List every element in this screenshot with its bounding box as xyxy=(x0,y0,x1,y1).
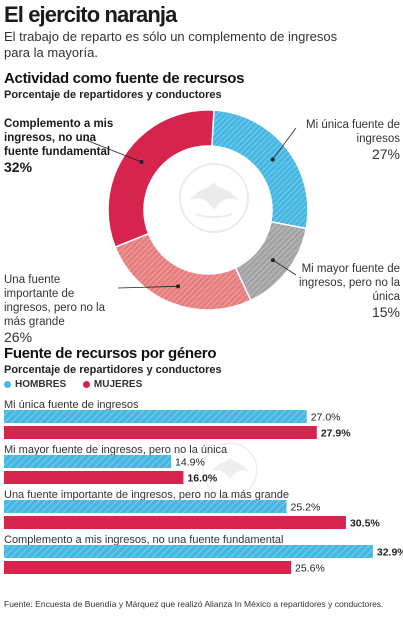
source-note: Fuente: Encuesta de Buendía y Márquez qu… xyxy=(4,599,384,609)
bar-value-label-hombres-2: 25.2% xyxy=(291,502,321,514)
subheadline: El trabajo de reparto es sólo un complem… xyxy=(4,29,338,60)
bar-value-label-mujeres-3: 25.6% xyxy=(295,563,325,575)
label-complemento: Complemento a mis ingresos, no una fuent… xyxy=(4,118,114,175)
leader-dot-2 xyxy=(176,284,181,289)
bars-title: Fuente de recursos por género xyxy=(4,345,217,362)
bar-chart: Mi única fuente de ingresos 27.0% 27.9% Mi … xyxy=(4,399,403,575)
label-mayor: Mi mayor fuente de ingresos, pero no la … xyxy=(298,263,400,320)
bar-value-label-hombres-3: 32.9% xyxy=(377,547,403,559)
bar-hatch-2 xyxy=(4,500,287,513)
bar-mujeres-3 xyxy=(4,561,292,574)
bar-value-label-mujeres-1: 16.0% xyxy=(187,473,217,485)
leader-dot-3 xyxy=(139,159,144,164)
bar-value-label-hombres-1: 14.9% xyxy=(175,457,205,469)
category-label-1: Mi mayor fuente de ingresos, pero no la … xyxy=(4,444,228,456)
bar-value-label-hombres-0: 27.0% xyxy=(311,412,341,424)
donut-slice-3 xyxy=(107,110,215,249)
bar-hatch-3 xyxy=(4,545,373,558)
label-unica: Mi única fuente de ingresos 27% xyxy=(306,119,400,162)
bar-mujeres-1 xyxy=(4,471,184,484)
watermark-seal-icon xyxy=(179,163,249,233)
leader-line-1 xyxy=(272,259,297,276)
leader-line-0 xyxy=(272,127,297,160)
donut-slice-hatch-0 xyxy=(211,110,308,229)
legend-item-hombres: HOMBRES xyxy=(4,379,66,390)
leader-line-3 xyxy=(85,139,142,163)
donut-chart xyxy=(85,110,309,311)
donut-slice-hatch-1 xyxy=(235,221,307,301)
leader-dot-1 xyxy=(270,258,275,263)
watermark-seal-icon-2 xyxy=(202,442,258,498)
legend-dot-red xyxy=(82,381,90,388)
bar-value-label-mujeres-2: 30.5% xyxy=(350,518,380,530)
bars-subtitle: Porcentaje de repartidores y conductores xyxy=(4,364,222,376)
legend-dot-blue xyxy=(4,381,11,388)
donut-title: Actividad como fuente de recursos xyxy=(4,70,245,87)
category-label-3: Complemento a mis ingresos, no una fuent… xyxy=(4,534,283,546)
bar-value-label-mujeres-0: 27.9% xyxy=(321,428,351,440)
bar-mujeres-2 xyxy=(4,516,346,529)
donut-slice-hatch-2 xyxy=(115,233,251,310)
category-label-0: Mi única fuente de ingresos xyxy=(4,399,139,411)
headline: El ejercito naranja xyxy=(4,2,177,27)
bar-hatch-0 xyxy=(4,410,307,423)
legend-item-mujeres: MUJERES xyxy=(82,379,142,390)
legend: HOMBRES MUJERES xyxy=(4,379,156,391)
label-importante: Una fuente importante de ingresos, pero … xyxy=(4,274,106,345)
donut-subtitle: Porcentaje de repartidores y conductores xyxy=(4,89,222,101)
bar-hatch-1 xyxy=(4,455,172,468)
leader-dot-0 xyxy=(270,157,275,162)
category-label-2: Una fuente importante de ingresos, pero … xyxy=(4,489,289,501)
leader-line-2 xyxy=(117,285,179,289)
bar-mujeres-0 xyxy=(4,426,317,439)
